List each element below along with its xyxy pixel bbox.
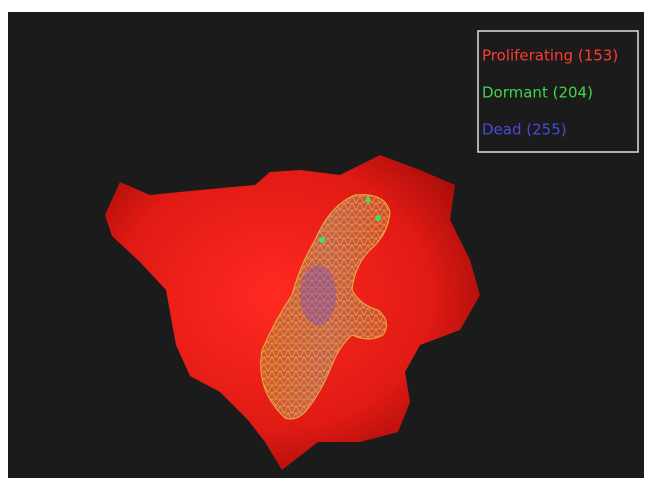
legend: Proliferating (153) Dormant (204) Dead (25… — [482, 47, 618, 139]
legend-box — [477, 30, 639, 153]
legend-entry: Proliferating (153) — [482, 47, 618, 65]
legend-entry: Dead (255) — [482, 121, 567, 139]
mesh-surface — [260, 194, 391, 420]
legend-entry: Dormant (204) — [482, 84, 593, 102]
